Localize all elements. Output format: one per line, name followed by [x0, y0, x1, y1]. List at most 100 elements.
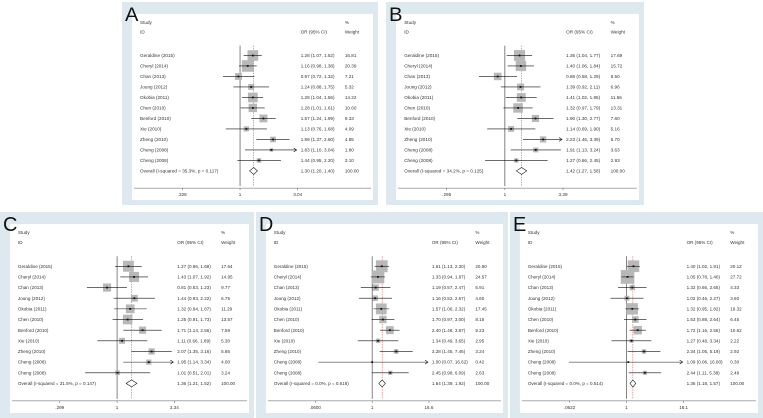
study-weight: 14.22 [345, 95, 357, 100]
study-name: Cheng (2008) [18, 370, 46, 375]
study-or-ci: 0.97 (0.72, 1.32) [301, 74, 335, 79]
study-weight: 24.57 [475, 274, 487, 279]
study-row: Chan (2013) 1.19 (0.57, 2.47) 5.91 [274, 284, 485, 291]
study-weight: 27.72 [730, 274, 742, 279]
study-weight: 4.09 [345, 127, 354, 132]
study-or-ci: 1.57 (1.24, 1.99) [301, 116, 335, 121]
study-or-ci: 1.19 (0.57, 2.47) [432, 285, 466, 290]
study-weight: 5.91 [475, 285, 484, 290]
overall-weight: 100.00 [345, 169, 360, 174]
study-row: Cheng (2008) 2.44 (1.11, 5.38) 2.48 [528, 370, 740, 375]
overall-row: Overall (I-squared = 35.3%, p = 0.117) 1.… [140, 167, 360, 175]
panel-letter: A [125, 4, 139, 26]
study-weight: 8.15 [475, 317, 484, 322]
study-weight: 13.57 [221, 317, 233, 322]
point-estimate [626, 276, 629, 278]
study-name: Geraldine (2015) [140, 53, 175, 58]
study-weight: 4.00 [221, 360, 230, 365]
overall-or-ci: 1.36 (1.21, 1.52) [177, 381, 211, 386]
study-or-ci: 1.40 (1.06, 1.84) [566, 64, 601, 69]
study-row: Xie (2010) 1.27 (0.48, 3.34) 2.22 [528, 338, 740, 343]
point-estimate [250, 86, 253, 88]
point-estimate [141, 329, 144, 332]
overall-diamond [249, 167, 258, 175]
study-name: Cheng (2008) [528, 370, 556, 375]
study-weight: 7.59 [221, 328, 230, 333]
study-or-ci: 1.00 (0.07, 16.62) [432, 360, 468, 365]
study-row: Chen (2010) 1.53 (0.88, 2.64) 6.45 [528, 316, 740, 323]
study-name: Benford (2010) [274, 328, 305, 333]
study-weight: 14.95 [221, 275, 233, 280]
study-row: Xie (2010) 1.13 (0.76, 1.68) 4.09 [140, 126, 354, 132]
point-estimate [262, 117, 265, 120]
study-weight: 2.63 [475, 370, 484, 375]
x-tick-label: 1 [504, 192, 507, 197]
forest-plot-svg: A Study ID OR (95% CI)% Weight Geraldine (201… [125, 4, 373, 201]
x-tick-label: 3.34 [170, 405, 179, 410]
header-study: Study [528, 230, 540, 235]
header-study: Study [18, 230, 30, 235]
point-estimate [626, 297, 628, 300]
x-tick-label: 1 [371, 405, 374, 410]
study-row: Geraldine (2015) 1.36 (1.04, 1.77) 17.69 [404, 50, 623, 61]
header-study: Study [140, 20, 153, 25]
study-weight: 0.30 [730, 360, 739, 365]
study-or-ci: 1.02 (0.46, 2.27) [687, 296, 721, 301]
study-row: Cheng (2008) 1.95 (1.14, 3.34) 4.00 [18, 359, 230, 365]
overall-weight: 100.00 [611, 169, 626, 174]
study-or-ci: 1.83 (1.10, 3.04) [301, 148, 335, 153]
study-row: Chen (2010) 1.28 (1.01, 1.61) 10.60 [140, 103, 357, 113]
study-or-ci: 3.28 (1.45, 7.46) [432, 349, 466, 354]
point-estimate [380, 307, 383, 310]
point-estimate [534, 149, 537, 151]
point-estimate [237, 75, 240, 78]
study-row: Xie (2010) 1.14 (0.69, 1.90) 5.16 [404, 126, 620, 132]
study-weight: 4.60 [475, 296, 484, 301]
point-estimate [395, 350, 398, 353]
point-estimate [272, 138, 274, 141]
study-name: Cheng (2008) [140, 158, 169, 163]
study-weight: 11.56 [611, 95, 623, 100]
header-percent: % [475, 230, 479, 235]
study-or-ci: 2.40 (1.48, 3.87) [432, 328, 466, 333]
study-weight: 7.60 [611, 116, 620, 121]
header-weight: Weight [221, 240, 236, 245]
study-name: Zheng (2010) [274, 349, 302, 354]
study-weight: 8.50 [611, 74, 620, 79]
point-estimate [129, 307, 132, 310]
study-name: Chan (2013) [404, 74, 430, 79]
point-estimate [258, 159, 260, 162]
study-row: Okobia (2011) 1.28 (1.04, 1.56) 14.22 [140, 92, 357, 103]
study-weight: 6.75 [221, 296, 230, 301]
study-name: Okobia (2011) [18, 306, 47, 311]
study-name: Joung (2012) [274, 296, 301, 301]
study-row: Chen (2010) 1.70 (0.97, 3.00) 8.15 [274, 315, 485, 324]
study-weight: 5.16 [611, 127, 620, 132]
study-name: Cheng (2008) [528, 360, 556, 365]
overall-label: Overall (I-squared = 0.0%, p = 0.618) [274, 381, 349, 386]
overall-label: Overall (I-squared = 34.2%, p = 0.125) [404, 169, 484, 174]
point-estimate [510, 128, 513, 130]
study-name: Benford (2010) [140, 116, 171, 121]
study-or-ci: 1.09 (0.06, 16.00) [687, 360, 723, 365]
panel-letter: B [389, 4, 403, 26]
study-name: Joung (2012) [18, 296, 45, 301]
point-estimate [634, 318, 637, 321]
point-estimate [643, 371, 646, 374]
study-name: Cheng (2008) [140, 148, 169, 153]
study-or-ci: 2.34 (1.05, 5.19) [687, 349, 721, 354]
study-name: Okobia (2011) [274, 306, 303, 311]
point-estimate [643, 350, 645, 353]
overall-diamond [125, 379, 138, 388]
arrow-right-icon [170, 359, 174, 365]
study-or-ci: 0.81 (0.53, 1.23) [177, 285, 211, 290]
overall-row: Overall (I-squared = 31.5%, p = 0.147) 1.… [18, 379, 236, 388]
study-weight: 3.10 [345, 158, 354, 163]
point-estimate [520, 96, 523, 99]
study-name: Xie (2010) [274, 338, 295, 343]
header-percent: % [345, 20, 349, 25]
header-weight: Weight [475, 240, 490, 245]
study-weight: 9.23 [475, 328, 484, 333]
study-or-ci: 1.16 (0.52, 2.67) [432, 296, 466, 301]
study-weight: 0.42 [475, 360, 484, 365]
